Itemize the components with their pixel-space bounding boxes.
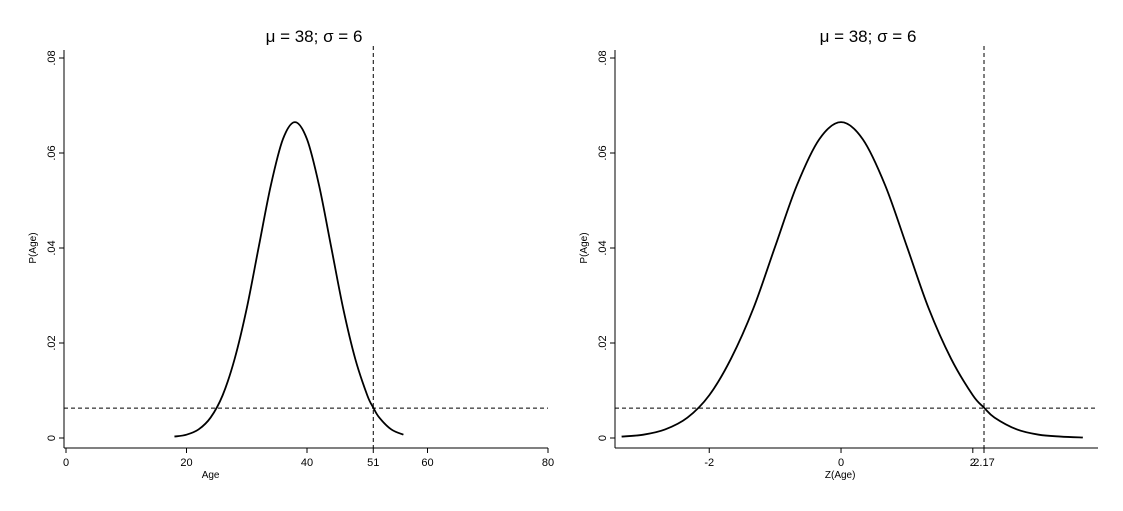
y-tick-label: .08 [597,50,609,65]
chart-title: μ = 38; σ = 6 [266,27,363,46]
y-tick-label: .04 [46,240,58,255]
chart-panel-right: μ = 38; σ = 6 0 .02 .04 .06 .08 -2 0 22.17 Z(Age)… [579,27,1098,481]
chart-title: μ = 38; σ = 6 [820,27,917,46]
y-tick-label: .02 [597,335,609,350]
x-axis-title: Z(Age) [825,470,856,481]
x-tick-label: 2 [970,457,976,469]
chart-panel-left: μ = 38; σ = 6 0 .02 .04 .06 .08 0 20 40 51 60 80 Age… [28,27,554,481]
y-tick-label: .02 [46,335,58,350]
y-tick-label: 0 [46,435,58,441]
x-tick-label: 40 [301,457,313,469]
x-tick-label: -2 [704,457,714,469]
x-tick-label: 2.17 [973,457,994,469]
x-tick-label: 51 [367,457,379,469]
y-tick-label: .08 [46,50,58,65]
y-tick-label: .06 [597,145,609,160]
x-tick-label: 60 [421,457,433,469]
y-tick-label: 0 [597,435,609,441]
x-tick-label: 0 [838,457,844,469]
x-tick-label: 0 [63,457,69,469]
y-axis-title: P(Age) [579,232,590,263]
y-tick-label: .06 [46,145,58,160]
density-curve [174,121,404,438]
x-tick-label: 20 [180,457,192,469]
y-axis-title: P(Age) [28,232,39,263]
x-axis-title: Age [202,470,220,481]
x-tick-label: 80 [542,457,554,469]
y-tick-label: .04 [597,240,609,255]
density-curve [621,121,1083,439]
